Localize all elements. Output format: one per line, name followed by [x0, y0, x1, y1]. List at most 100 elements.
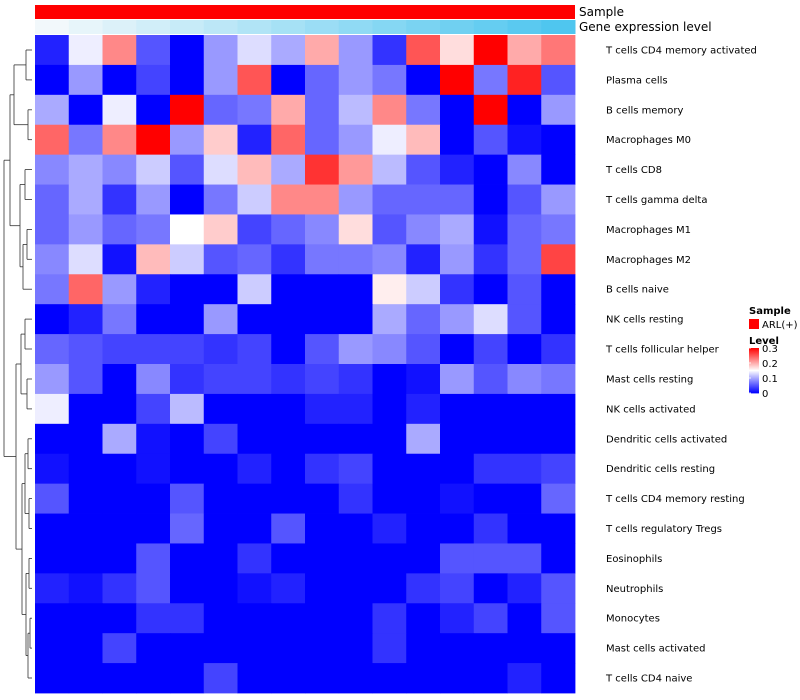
- heatmap-cell: [237, 304, 272, 335]
- heatmap-cell: [372, 154, 407, 185]
- heatmap-cells: [35, 35, 576, 694]
- heatmap-cell: [507, 573, 542, 604]
- heatmap-cell: [305, 423, 340, 455]
- heatmap-cell: [68, 274, 103, 305]
- legend-gradient-step: [749, 381, 759, 383]
- legend-gradient-step: [749, 387, 759, 389]
- heatmap-cell: [68, 184, 103, 215]
- heatmap-cell: [338, 244, 373, 275]
- annotation-expression-cell: [102, 20, 137, 34]
- heatmap-cell: [541, 244, 576, 275]
- heatmap-cell: [338, 184, 373, 215]
- heatmap-cell: [136, 483, 171, 514]
- heatmap-cell: [102, 35, 137, 66]
- heatmap-cell: [68, 94, 103, 126]
- legend-tick-label: 0: [762, 389, 768, 400]
- heatmap-cell: [541, 35, 576, 66]
- heatmap-cell: [473, 35, 508, 66]
- heatmap-cell: [473, 154, 508, 185]
- heatmap-cell: [170, 64, 205, 96]
- legend-gradient-step: [749, 358, 759, 360]
- legend-gradient-step: [749, 363, 759, 365]
- annotation-expression-cell: [406, 20, 441, 34]
- heatmap-cell: [406, 393, 441, 425]
- heatmap-cell: [170, 633, 205, 664]
- heatmap-cell: [203, 274, 238, 305]
- legend-gradient-step: [749, 380, 759, 382]
- legend-gradient-step: [749, 348, 759, 350]
- heatmap-cell: [440, 304, 475, 335]
- heatmap-cell: [507, 543, 542, 574]
- legend-gradient-step: [749, 389, 759, 391]
- heatmap-cell: [372, 543, 407, 574]
- heatmap-cell: [136, 453, 171, 485]
- heatmap-cell: [440, 214, 475, 245]
- heatmap-cell: [406, 633, 441, 664]
- heatmap-cell: [541, 573, 576, 604]
- heatmap-cell: [305, 274, 340, 305]
- heatmap-cell: [305, 124, 340, 156]
- heatmap-cell: [440, 483, 475, 514]
- heatmap-cell: [507, 64, 542, 96]
- heatmap-cell: [203, 154, 238, 185]
- annotation-expression-cell: [440, 20, 475, 34]
- heatmap-cell: [541, 334, 576, 365]
- legend-gradient-step: [749, 382, 759, 384]
- heatmap-cell: [440, 35, 475, 66]
- heatmap-cell: [338, 423, 373, 455]
- heatmap-cell: [203, 663, 238, 694]
- heatmap-cell: [170, 543, 205, 574]
- heatmap-cell: [406, 364, 441, 395]
- heatmap-cell: [68, 364, 103, 395]
- heatmap-cell: [338, 364, 373, 395]
- annotation-expression-label: Gene expression level: [579, 20, 712, 34]
- heatmap-cell: [406, 35, 441, 66]
- heatmap-cell: [406, 483, 441, 514]
- legend-gradient-step: [749, 366, 759, 368]
- legend-gradient-step: [749, 390, 759, 392]
- heatmap-cell: [68, 393, 103, 425]
- heatmap-cell: [102, 573, 137, 604]
- heatmap-cell: [35, 603, 70, 634]
- heatmap-cell: [541, 513, 576, 544]
- heatmap-cell: [507, 94, 542, 126]
- heatmap-cell: [305, 573, 340, 604]
- heatmap-cell: [203, 483, 238, 514]
- heatmap-cell: [406, 184, 441, 215]
- heatmap-cell: [305, 214, 340, 245]
- heatmap-cell: [102, 334, 137, 365]
- heatmap-cell: [136, 64, 171, 96]
- row-dendrogram: [3, 49, 32, 679]
- heatmap-cell: [35, 393, 70, 425]
- heatmap-cell: [136, 35, 171, 66]
- heatmap-cell: [203, 94, 238, 126]
- heatmap-cell: [102, 304, 137, 335]
- heatmap-cell: [102, 483, 137, 514]
- heatmap-cell: [372, 64, 407, 96]
- heatmap-cell: [203, 184, 238, 215]
- legend-sample-label: ARL(+): [762, 320, 798, 331]
- heatmap-cell: [440, 663, 475, 694]
- heatmap-cell: [68, 334, 103, 365]
- legend-tick-label: 0.1: [762, 374, 778, 385]
- heatmap-cell: [102, 64, 137, 96]
- heatmap-cell: [68, 483, 103, 514]
- heatmap-cell: [237, 274, 272, 305]
- heatmap-cell: [237, 603, 272, 634]
- heatmap-cell: [305, 513, 340, 544]
- heatmap-cell: [406, 513, 441, 544]
- heatmap-cell: [271, 573, 306, 604]
- row-label: NK cells activated: [606, 404, 696, 415]
- heatmap-cell: [170, 334, 205, 365]
- heatmap-cell: [170, 214, 205, 245]
- heatmap-cell: [372, 184, 407, 215]
- heatmap-cell: [305, 633, 340, 664]
- heatmap-cell: [406, 124, 441, 156]
- heatmap-cell: [507, 124, 542, 156]
- heatmap-cell: [372, 364, 407, 395]
- heatmap-cell: [440, 124, 475, 156]
- heatmap-cell: [305, 483, 340, 514]
- heatmap-cell: [440, 364, 475, 395]
- row-label: T cells follicular helper: [605, 345, 720, 356]
